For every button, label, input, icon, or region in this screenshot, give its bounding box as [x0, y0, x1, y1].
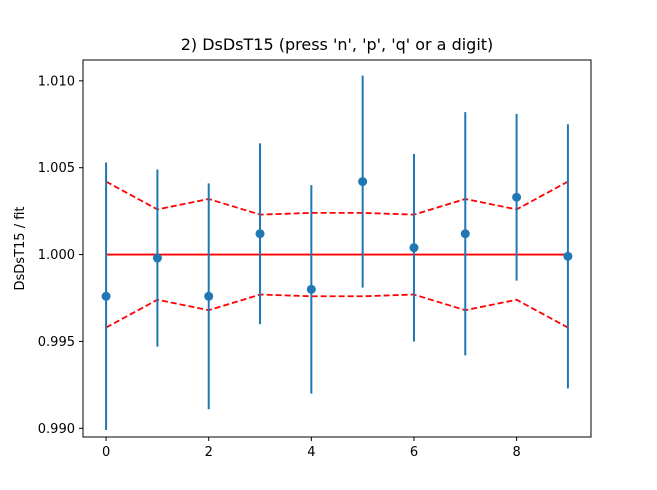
data-point: [512, 192, 522, 202]
data-point: [152, 253, 162, 263]
x-tick-label: 6: [410, 445, 418, 460]
y-axis-label: DsDsT15 / fit: [13, 207, 28, 291]
data-point: [460, 229, 470, 239]
uncertainty-band-line: [105, 293, 569, 329]
y-tick-label: 0.995: [38, 335, 75, 350]
y-tick-label: 1.005: [38, 161, 75, 176]
x-tick-label: 0: [102, 445, 110, 460]
data-point: [204, 291, 214, 301]
data-point: [255, 229, 265, 239]
y-tick-label: 0.990: [38, 422, 75, 437]
data-point: [409, 243, 419, 253]
chart-title: 2) DsDsT15 (press 'n', 'p', 'q' or a dig…: [181, 35, 494, 54]
y-tick-label: 1.000: [38, 248, 75, 263]
data-point: [101, 291, 111, 301]
data-point: [563, 251, 573, 261]
x-tick-label: 8: [512, 445, 520, 460]
x-tick-label: 4: [307, 445, 315, 460]
uncertainty-band-line: [105, 180, 569, 216]
x-tick-label: 2: [205, 445, 213, 460]
y-axis: 0.990 0.995 1.000 1.005 1.010: [38, 74, 83, 437]
data-point: [358, 177, 368, 187]
data-point: [306, 284, 316, 294]
plot-area: [101, 75, 573, 431]
x-axis: 0 2 4 6 8: [102, 437, 521, 460]
y-tick-label: 1.010: [38, 74, 75, 89]
axes-frame: [82, 59, 592, 438]
